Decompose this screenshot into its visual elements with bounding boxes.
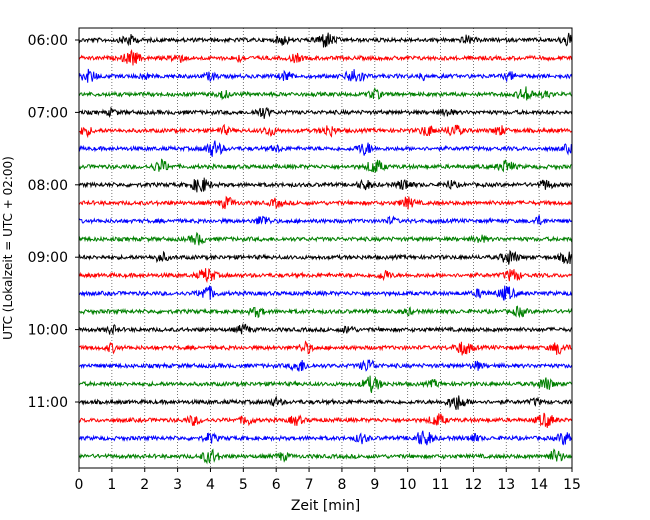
trace-row — [78, 32, 573, 48]
x-tick-label: 6 — [272, 477, 281, 493]
x-tick-label: 2 — [140, 477, 149, 493]
trace-row — [78, 430, 573, 446]
x-tick-label: 0 — [75, 477, 84, 493]
trace-row — [78, 123, 573, 139]
y-tick-label: 10:00 — [28, 323, 68, 339]
x-tick-label: 14 — [530, 477, 548, 493]
trace-row — [78, 305, 573, 319]
x-tick-label: 13 — [497, 477, 515, 493]
trace-row — [78, 231, 573, 246]
x-tick-label: 7 — [305, 477, 314, 493]
trace-row — [78, 195, 573, 210]
trace-row — [78, 106, 573, 119]
trace-row — [78, 359, 573, 372]
trace-row — [78, 49, 573, 66]
trace-row — [78, 86, 573, 101]
x-tick-label: 12 — [464, 477, 482, 493]
trace-row — [78, 340, 573, 356]
y-axis-ticks: 06:00 07:00 08:00 09:00 10:00 11:00 — [28, 33, 79, 411]
x-tick-label: 1 — [107, 477, 116, 493]
x-tick-label: 3 — [173, 477, 182, 493]
trace-row — [78, 285, 573, 301]
x-tick-label: 8 — [337, 477, 346, 493]
y-tick-label: 08:00 — [28, 178, 68, 194]
y-tick-label: 06:00 — [28, 33, 68, 49]
x-axis-label: Zeit [min] — [291, 498, 360, 514]
trace-row — [78, 395, 573, 410]
trace-row — [78, 158, 573, 173]
trace-row — [78, 375, 573, 393]
x-tick-label: 11 — [432, 477, 450, 493]
y-tick-label: 11:00 — [28, 395, 68, 411]
trace-row — [78, 268, 573, 284]
x-tick-label: 10 — [399, 477, 417, 493]
x-tick-label: 4 — [206, 477, 215, 493]
trace-layer — [78, 32, 573, 465]
y-axis-label: UTC (Lokalzeit = UTC + 02:00) — [1, 156, 15, 340]
trace-row — [78, 249, 573, 265]
plot-frame — [78, 27, 573, 469]
y-tick-label: 09:00 — [28, 250, 68, 266]
x-tick-label: 5 — [239, 477, 248, 493]
x-tick-label: 15 — [563, 477, 581, 493]
trace-row — [78, 177, 572, 193]
y-tick-label: 07:00 — [28, 105, 68, 121]
trace-row — [78, 215, 573, 226]
x-axis-ticks: 0 1 2 3 4 5 6 7 8 9 10 11 12 13 14 15 — [75, 468, 581, 493]
trace-row — [78, 448, 573, 465]
trace-row — [78, 322, 573, 336]
trace-row — [78, 140, 573, 157]
trace-row — [78, 412, 573, 428]
trace-row — [78, 68, 573, 83]
x-tick-label: 9 — [370, 477, 379, 493]
